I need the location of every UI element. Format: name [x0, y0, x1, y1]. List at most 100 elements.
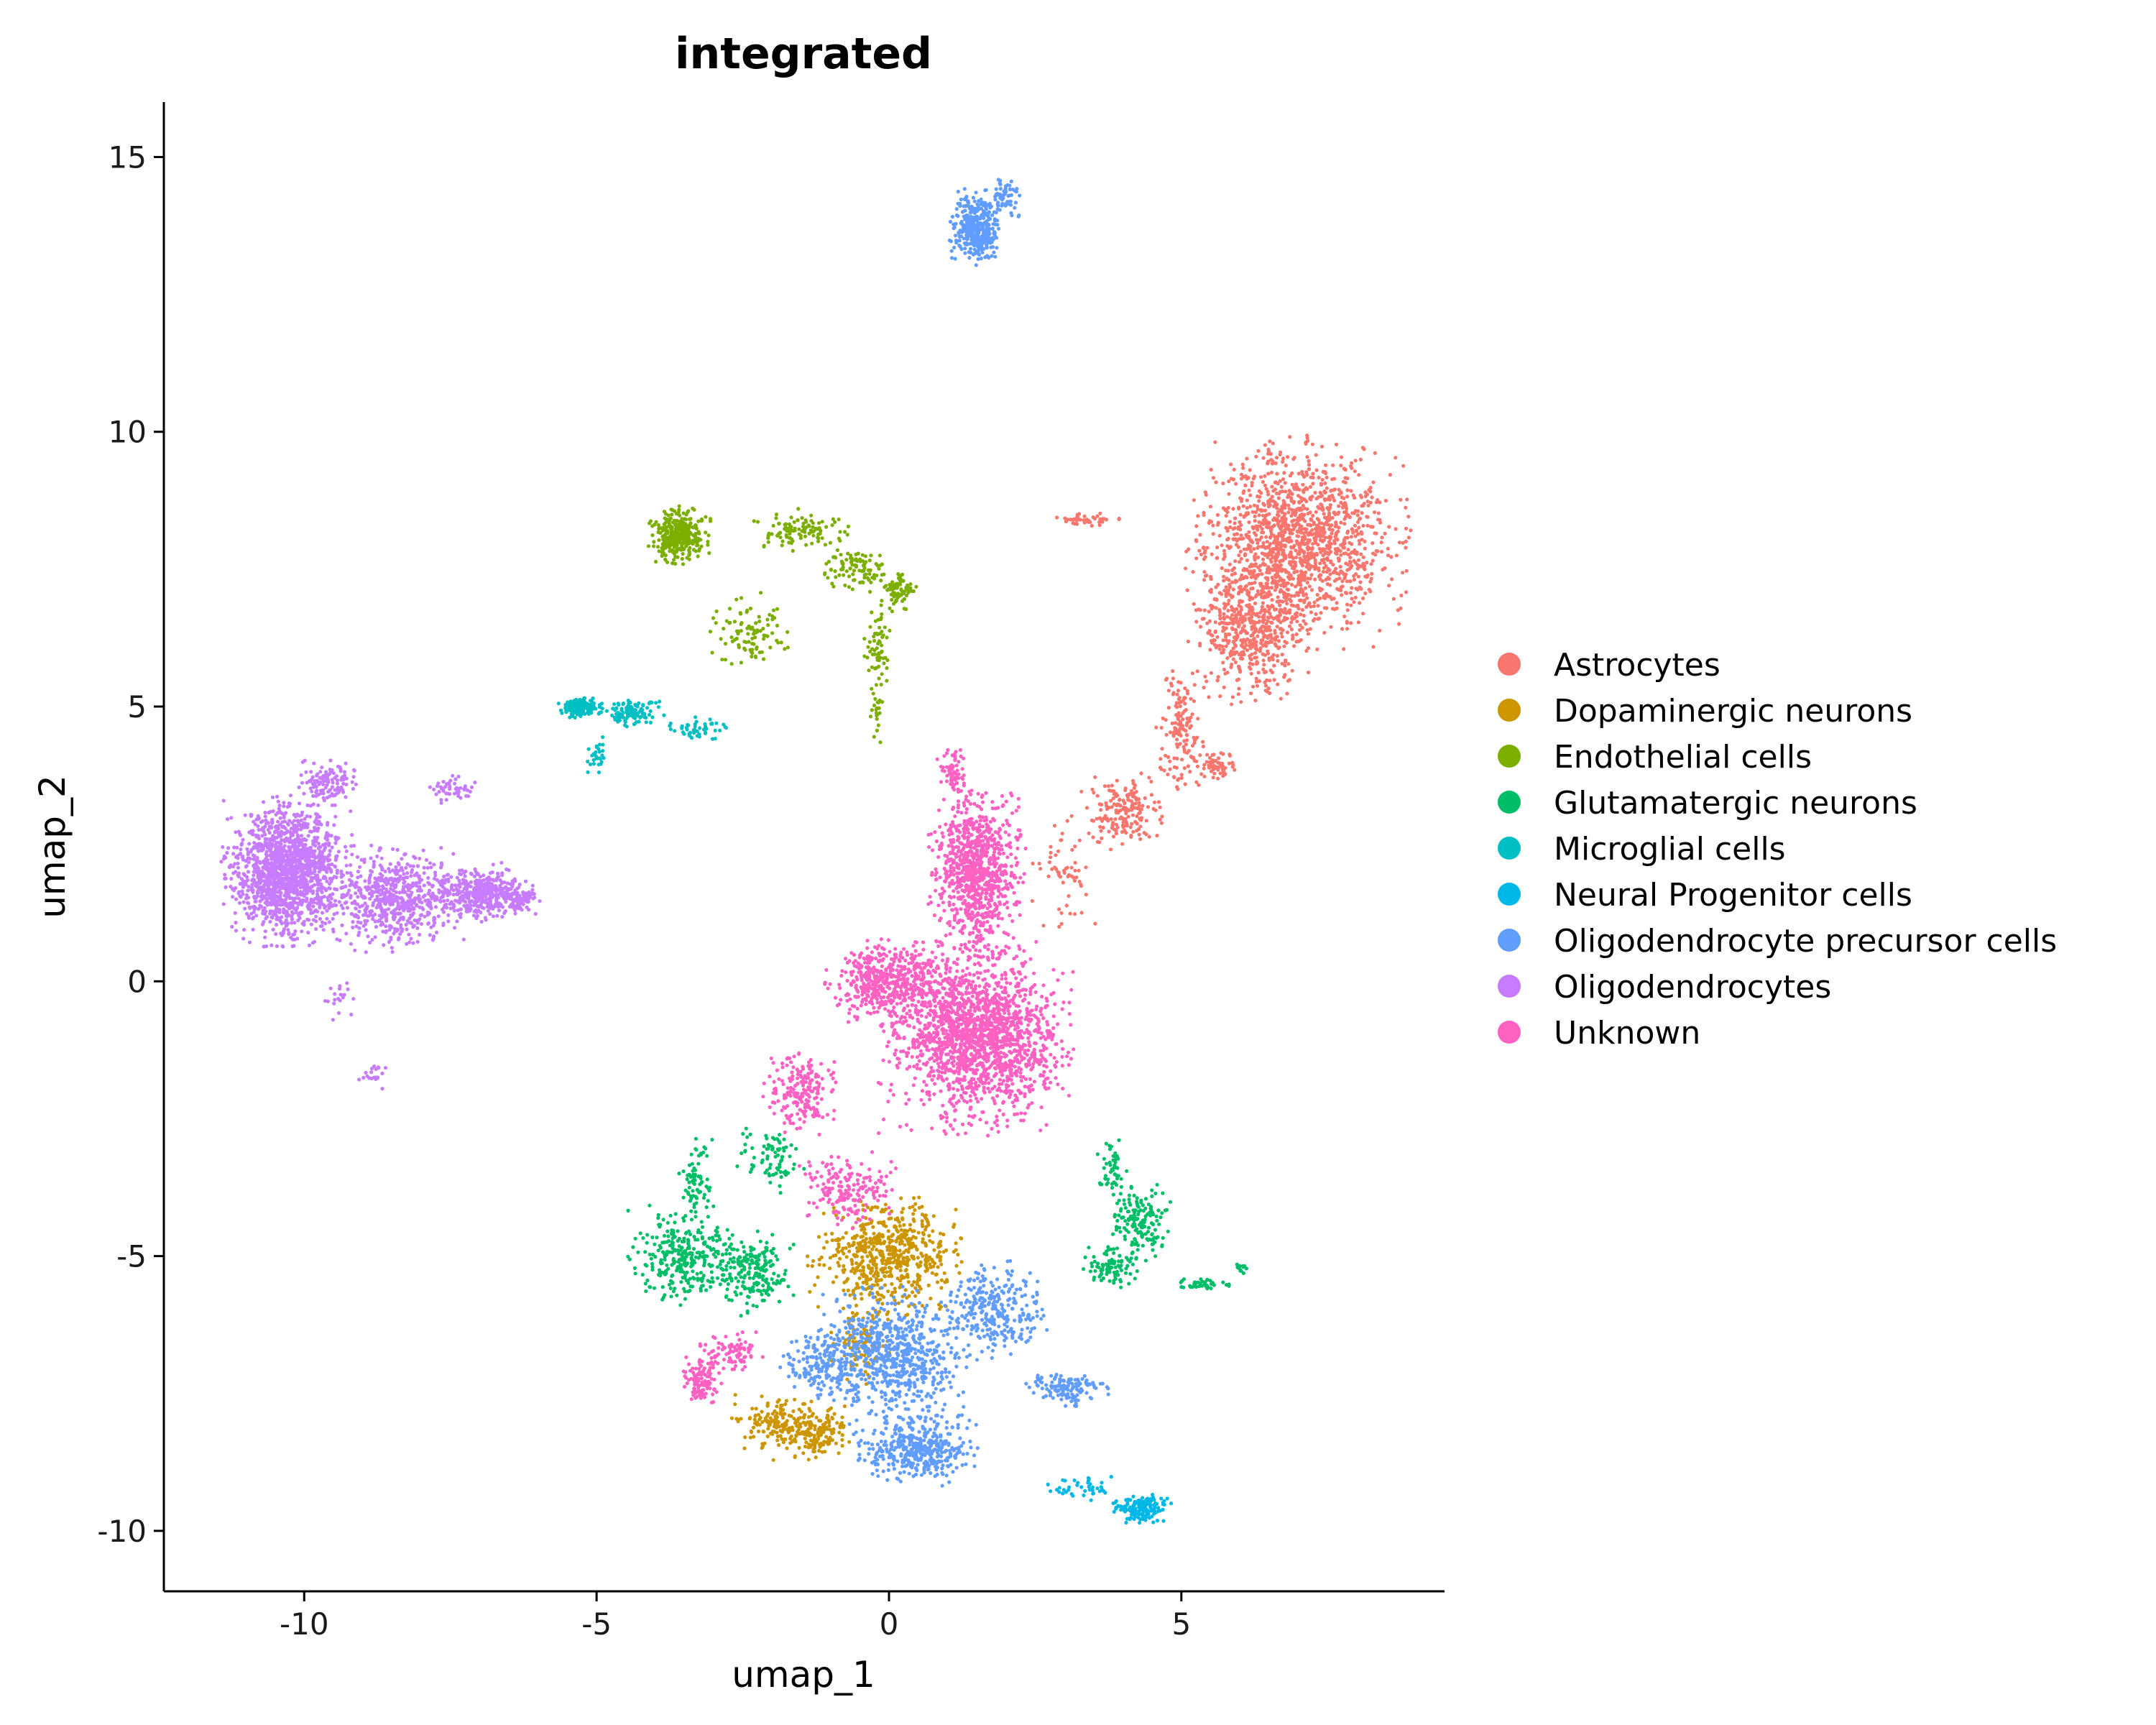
point	[1198, 533, 1202, 537]
point	[1335, 577, 1339, 581]
point	[684, 1278, 688, 1282]
point	[1234, 616, 1238, 621]
point	[1345, 621, 1349, 625]
point	[880, 635, 885, 640]
point	[824, 1232, 828, 1236]
point	[867, 578, 871, 582]
point	[1327, 511, 1332, 515]
point	[886, 1257, 890, 1261]
point	[686, 1289, 691, 1294]
point	[1066, 874, 1070, 879]
point	[1232, 467, 1236, 472]
point	[1098, 511, 1102, 515]
point	[1339, 569, 1343, 574]
point	[936, 1265, 940, 1269]
point	[1266, 649, 1270, 653]
point	[1250, 597, 1255, 601]
point	[776, 640, 780, 645]
point	[1072, 878, 1077, 883]
point	[773, 1417, 778, 1422]
point	[879, 617, 883, 622]
point	[823, 571, 827, 576]
point	[867, 571, 872, 576]
point	[1131, 778, 1135, 783]
point	[792, 520, 796, 524]
point	[1238, 599, 1242, 603]
point	[695, 1271, 699, 1276]
point	[1342, 522, 1347, 526]
point	[742, 646, 747, 650]
point	[877, 651, 881, 656]
point	[778, 1428, 783, 1433]
point	[923, 1213, 928, 1218]
point	[1348, 560, 1353, 565]
point	[888, 628, 892, 633]
point	[1359, 530, 1363, 534]
point	[1278, 479, 1282, 483]
point	[777, 1443, 781, 1448]
point	[1238, 586, 1243, 591]
point	[1269, 560, 1273, 564]
point	[1037, 861, 1041, 866]
point	[1370, 558, 1375, 563]
point	[719, 1259, 723, 1264]
point	[730, 1247, 734, 1251]
point	[877, 625, 882, 630]
point	[761, 657, 766, 661]
point	[731, 1260, 735, 1264]
point	[1295, 604, 1299, 608]
point	[665, 518, 671, 522]
point	[1291, 635, 1295, 640]
point	[657, 549, 661, 553]
point	[692, 1168, 696, 1172]
point	[681, 1169, 686, 1174]
point	[658, 1246, 663, 1250]
point	[1271, 459, 1275, 464]
point	[1185, 717, 1189, 721]
point	[1404, 539, 1408, 543]
point	[1289, 514, 1294, 518]
point	[1319, 538, 1323, 543]
point	[696, 519, 701, 523]
point	[771, 1246, 775, 1251]
point	[1339, 491, 1343, 495]
point	[1278, 603, 1282, 607]
point	[1046, 874, 1051, 878]
point	[750, 648, 755, 652]
point	[1267, 658, 1271, 663]
point	[681, 1195, 686, 1200]
point	[1258, 646, 1263, 650]
point	[870, 576, 875, 580]
point	[1303, 558, 1307, 564]
point	[1325, 551, 1329, 555]
point	[831, 584, 836, 589]
point	[883, 585, 887, 589]
point	[1191, 570, 1195, 574]
point	[885, 588, 890, 592]
point	[673, 1287, 677, 1291]
point	[1349, 621, 1353, 625]
point	[1345, 627, 1350, 631]
point	[783, 1169, 788, 1174]
point	[1282, 471, 1286, 475]
point	[739, 661, 743, 665]
point	[1350, 511, 1355, 515]
point	[689, 1218, 694, 1222]
point	[1314, 453, 1318, 457]
point	[745, 1294, 750, 1299]
point	[1243, 574, 1248, 579]
point	[1289, 582, 1294, 587]
point	[669, 528, 673, 532]
point	[778, 530, 782, 535]
point	[907, 1236, 911, 1241]
point	[924, 1264, 929, 1268]
point	[650, 1235, 655, 1240]
point	[1230, 695, 1235, 699]
point	[1183, 702, 1187, 706]
point	[1171, 676, 1175, 681]
point	[1212, 643, 1217, 647]
point	[1237, 505, 1241, 510]
point	[1290, 482, 1294, 487]
point	[1192, 602, 1196, 606]
point	[1345, 530, 1350, 535]
